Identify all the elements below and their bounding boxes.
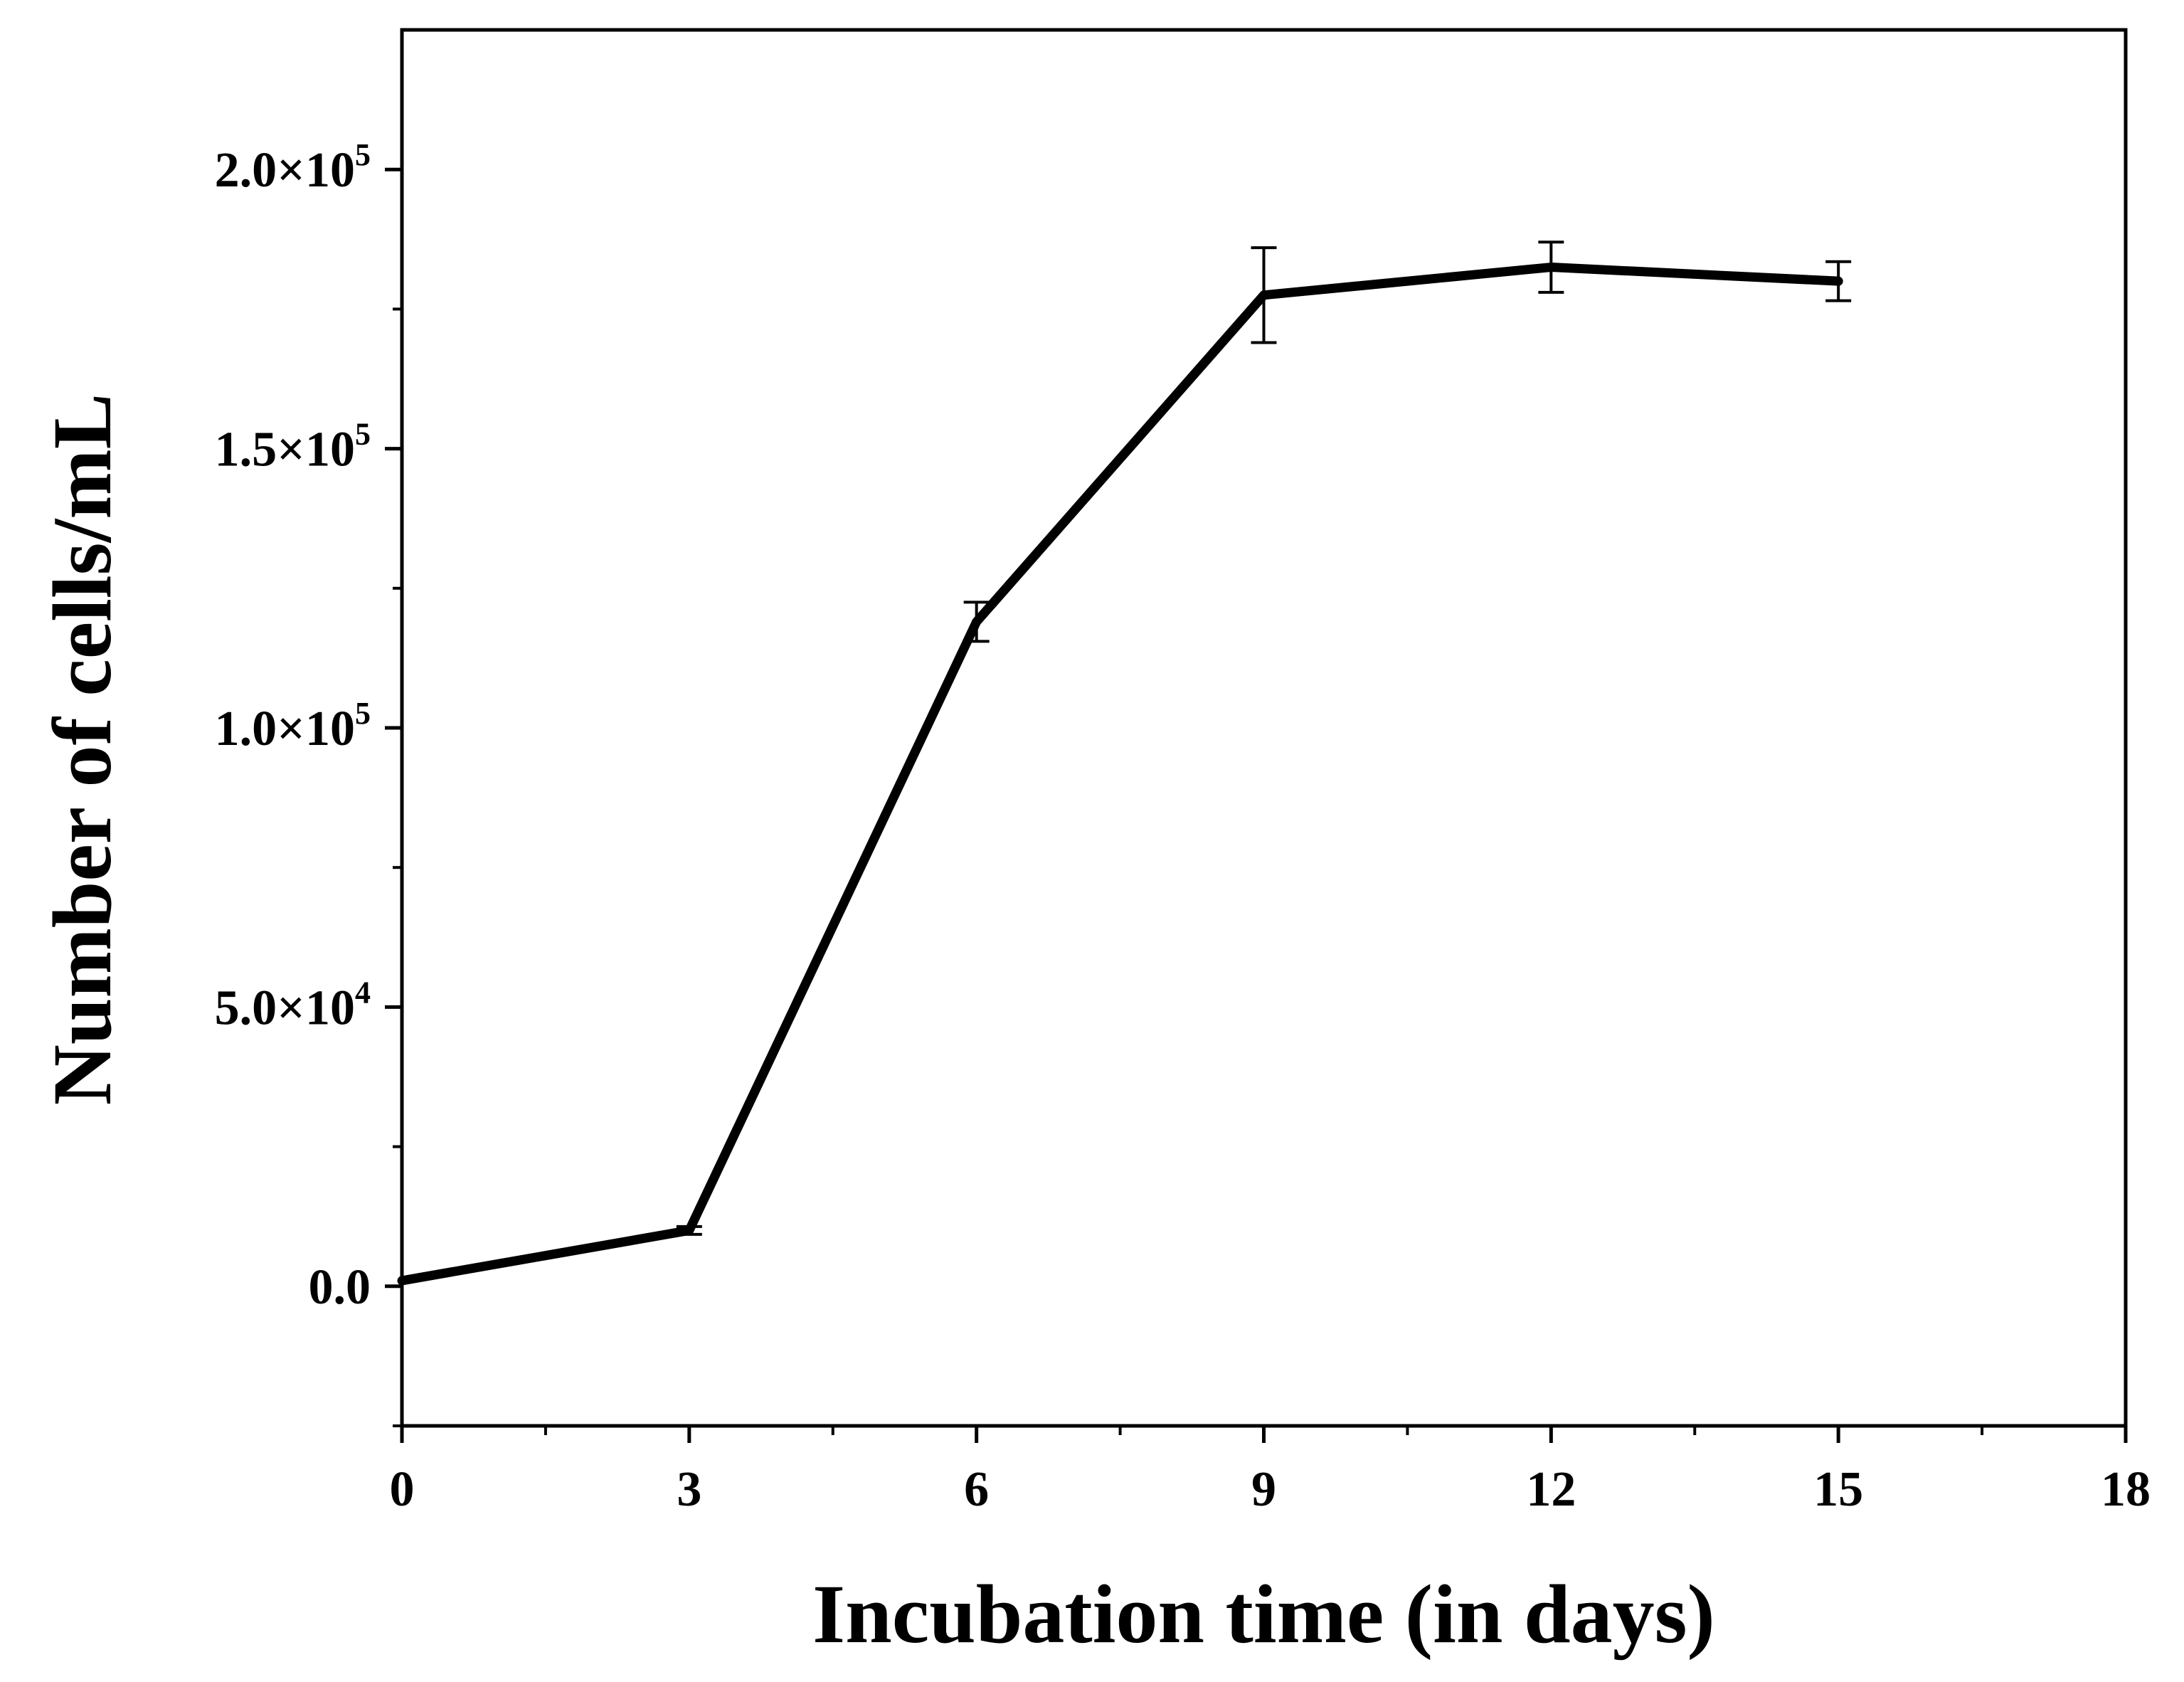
x-tick-label: 6	[964, 1462, 989, 1517]
y-tick-label: 1.5×105	[215, 417, 371, 477]
x-tick-label: 3	[677, 1462, 701, 1517]
plot-frame	[400, 28, 2128, 1428]
x-tick-label: 9	[1251, 1462, 1276, 1517]
y-tick-label: 5.0×104	[215, 975, 371, 1035]
x-tick-label: 0	[390, 1462, 415, 1517]
y-axis-title: Number of cells/mL	[36, 393, 129, 1106]
y-tick-exponent: 4	[355, 975, 371, 1010]
series-line	[397, 263, 1843, 1286]
y-tick-label: 1.0×105	[215, 696, 371, 756]
y-tick-exponent: 5	[355, 696, 371, 731]
x-tick-label: 18	[2101, 1462, 2151, 1517]
y-tick-label: 0.0	[309, 1260, 371, 1315]
y-tick-exponent: 5	[355, 137, 371, 172]
x-tick-label: 12	[1526, 1462, 1576, 1517]
y-tick-exponent: 5	[355, 417, 371, 452]
x-axis-title: Incubation time (in days)	[812, 1567, 1715, 1661]
x-tick-label: 15	[1813, 1462, 1863, 1517]
y-tick-label: 2.0×105	[215, 137, 371, 198]
